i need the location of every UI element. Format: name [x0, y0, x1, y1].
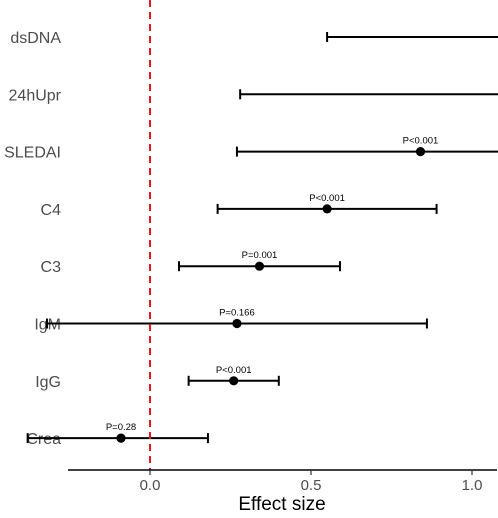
effect-point — [229, 376, 239, 386]
y-tick-label: C4 — [41, 202, 62, 219]
forest-row: SLEDAI P<0.001 — [4, 136, 498, 162]
effect-point — [116, 433, 126, 443]
effect-point — [322, 204, 332, 214]
effect-point — [415, 147, 426, 157]
p-value-label: P<0.001 — [403, 136, 439, 147]
y-tick-label: 24hUpr — [9, 87, 62, 104]
x-axis-label: Effect size — [238, 494, 325, 515]
forest-row: C3 P=0.001 — [41, 250, 341, 276]
x-tick-label: 1.0 — [462, 477, 483, 494]
y-tick-label: IgG — [35, 374, 61, 391]
p-value-label: P<0.001 — [216, 365, 252, 376]
x-tick-label: 0.0 — [140, 477, 161, 494]
effect-point — [232, 318, 242, 329]
p-value-label: P<0.001 — [309, 193, 345, 204]
forest-row: dsDNAP<0.001 — [10, 30, 498, 47]
forest-row: 24hUprP=0.001 — [9, 87, 498, 104]
y-tick-label: C3 — [41, 259, 62, 276]
y-tick-label: dsDNA — [10, 30, 61, 47]
p-value-label: P=0.28 — [106, 422, 136, 433]
p-value-label: P=0.001 — [242, 250, 278, 261]
forest-row: Crea P=0.28 — [26, 422, 209, 448]
y-tick-label: SLEDAI — [4, 145, 61, 162]
p-value-label: P=0.166 — [219, 308, 255, 319]
x-tick-label: 0.5 — [301, 477, 322, 494]
forest-row: IgMP=0.166 — [34, 308, 428, 334]
effect-point — [254, 261, 265, 271]
forest-row: IgG P<0.001 — [35, 365, 280, 391]
forest-row: C4 P<0.001 — [41, 193, 438, 219]
y-tick-label: Crea — [26, 431, 61, 448]
